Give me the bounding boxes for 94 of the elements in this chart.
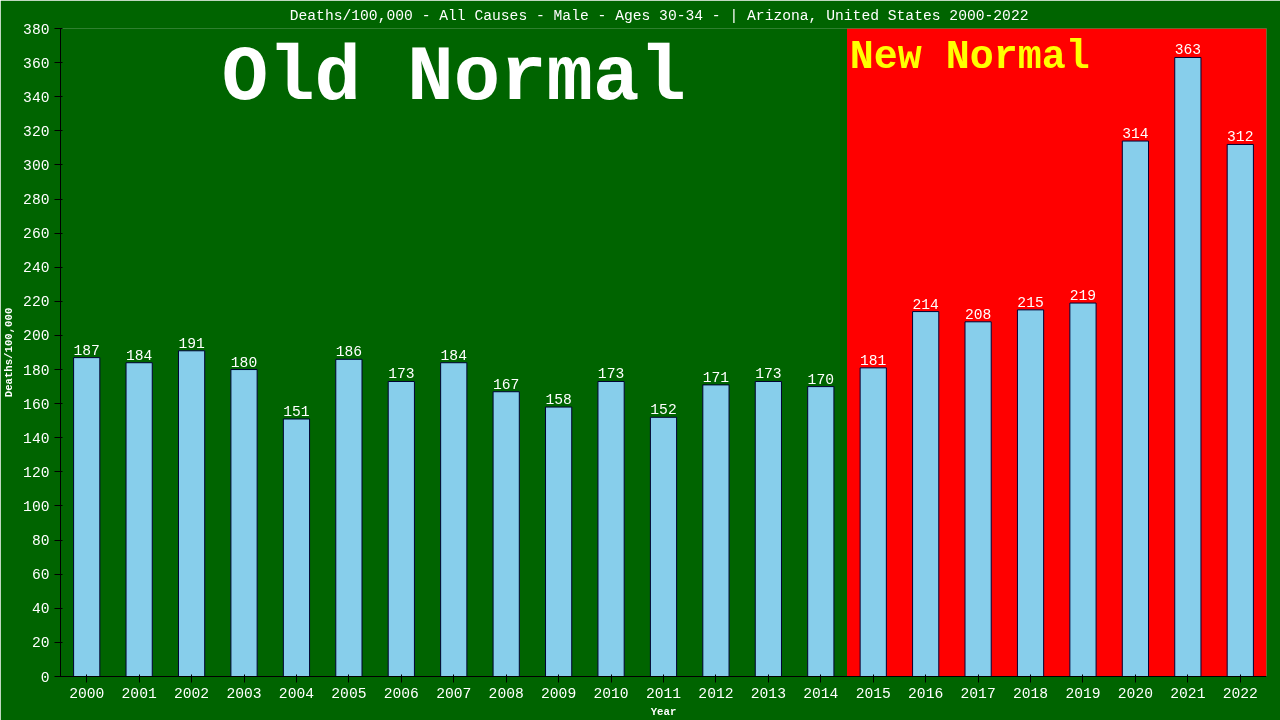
- x-tick-label: 2015: [855, 685, 891, 702]
- bar: [545, 406, 573, 677]
- y-tick-label: 320: [23, 123, 50, 140]
- x-tick-label: 2010: [593, 685, 629, 702]
- data-label: 173: [755, 366, 782, 383]
- data-label: 312: [1227, 129, 1254, 146]
- bar: [964, 321, 992, 677]
- y-tick-label: 140: [23, 430, 50, 447]
- x-tick-label: 2012: [698, 685, 734, 702]
- x-tick-label: 2017: [960, 685, 996, 702]
- x-tick-label: 2021: [1170, 685, 1206, 702]
- data-label: 184: [125, 347, 153, 364]
- x-tick-label: 2006: [383, 685, 419, 702]
- band-label: New Normal: [849, 34, 1090, 80]
- data-label: 170: [807, 371, 834, 388]
- x-tick-label: 2018: [1012, 685, 1049, 702]
- y-tick-label: 340: [23, 89, 50, 106]
- data-label: 184: [440, 347, 468, 364]
- bar: [492, 391, 520, 677]
- chart-title: Deaths/100,000 - All Causes - Male - Ages 30-34 - | Arizona, United States 2000-2022: [289, 7, 1029, 24]
- y-tick-label: 300: [23, 157, 50, 174]
- y-tick-label: 0: [40, 669, 50, 686]
- x-tick-label: 2011: [645, 685, 682, 702]
- y-tick-label: 280: [23, 192, 50, 209]
- y-tick-label: 220: [23, 294, 50, 311]
- bar: [177, 350, 206, 677]
- y-tick-label: 80: [31, 533, 50, 550]
- data-label: 215: [1017, 294, 1044, 311]
- bar: [859, 367, 887, 677]
- bar: [282, 418, 311, 677]
- bar: [1226, 143, 1254, 677]
- bar: [1069, 302, 1097, 677]
- data-label: 158: [545, 392, 572, 409]
- bar: [1121, 140, 1150, 677]
- x-tick-label: 2014: [803, 685, 839, 702]
- bar: [125, 362, 153, 677]
- x-tick-label: 2008: [488, 685, 524, 702]
- y-tick-label: 200: [23, 328, 50, 345]
- x-tick-label: 2019: [1065, 685, 1101, 702]
- bar: [702, 384, 730, 677]
- x-tick-label: 2002: [174, 685, 210, 702]
- y-tick-label: 60: [31, 567, 50, 584]
- data-label: 219: [1069, 288, 1097, 305]
- data-label: 152: [650, 402, 677, 419]
- x-tick-label: 2005: [331, 685, 367, 702]
- y-tick-label: 260: [23, 226, 50, 243]
- y-tick-label: 180: [23, 362, 50, 379]
- x-tick-label: 2007: [436, 685, 472, 702]
- data-label: 151: [283, 404, 310, 421]
- x-tick-label: 2009: [541, 685, 577, 702]
- x-tick-label: 2001: [121, 685, 157, 702]
- data-label: 186: [335, 344, 363, 361]
- x-tick-label: 2003: [226, 685, 262, 702]
- y-tick-label: 380: [23, 21, 50, 38]
- y-axis-title: Deaths/100,000: [3, 307, 16, 398]
- data-label: 363: [1174, 42, 1202, 59]
- data-label: 173: [597, 366, 625, 383]
- data-label: 181: [860, 352, 887, 369]
- data-label: 167: [493, 376, 520, 393]
- band-label: Old Normal: [221, 34, 686, 122]
- x-tick-label: 2000: [69, 685, 105, 702]
- y-tick-label: 120: [23, 464, 50, 481]
- x-axis-title: Year: [650, 705, 677, 718]
- bar: [912, 311, 940, 677]
- y-tick-label: 40: [31, 601, 50, 618]
- data-label: 173: [388, 366, 415, 383]
- x-tick-label: 2020: [1117, 685, 1154, 702]
- bar: [1174, 56, 1202, 677]
- bar: [440, 362, 468, 677]
- data-label: 214: [912, 296, 940, 313]
- y-tick-label: 20: [31, 635, 50, 652]
- bar: [807, 386, 835, 677]
- data-label: 314: [1122, 126, 1149, 143]
- y-tick-label: 240: [23, 260, 50, 277]
- data-label: 208: [964, 306, 992, 323]
- bar: [73, 357, 101, 677]
- bar: [230, 369, 258, 677]
- x-tick-label: 2022: [1222, 685, 1258, 702]
- data-label: 187: [73, 342, 100, 359]
- x-tick-label: 2016: [908, 685, 944, 702]
- bar: [387, 380, 415, 677]
- y-tick-label: 100: [23, 498, 50, 515]
- x-tick-label: 2004: [278, 685, 315, 702]
- x-tick-label: 2013: [750, 685, 786, 702]
- bar: [649, 416, 678, 677]
- y-tick-label: 360: [23, 55, 50, 72]
- bar: [1016, 309, 1045, 677]
- data-label: 171: [702, 369, 730, 386]
- data-label: 191: [178, 335, 205, 352]
- y-tick-label: 160: [23, 396, 50, 413]
- bar: [597, 380, 625, 677]
- bar: [335, 358, 363, 677]
- bar: [754, 380, 782, 677]
- data-label: 180: [230, 354, 258, 371]
